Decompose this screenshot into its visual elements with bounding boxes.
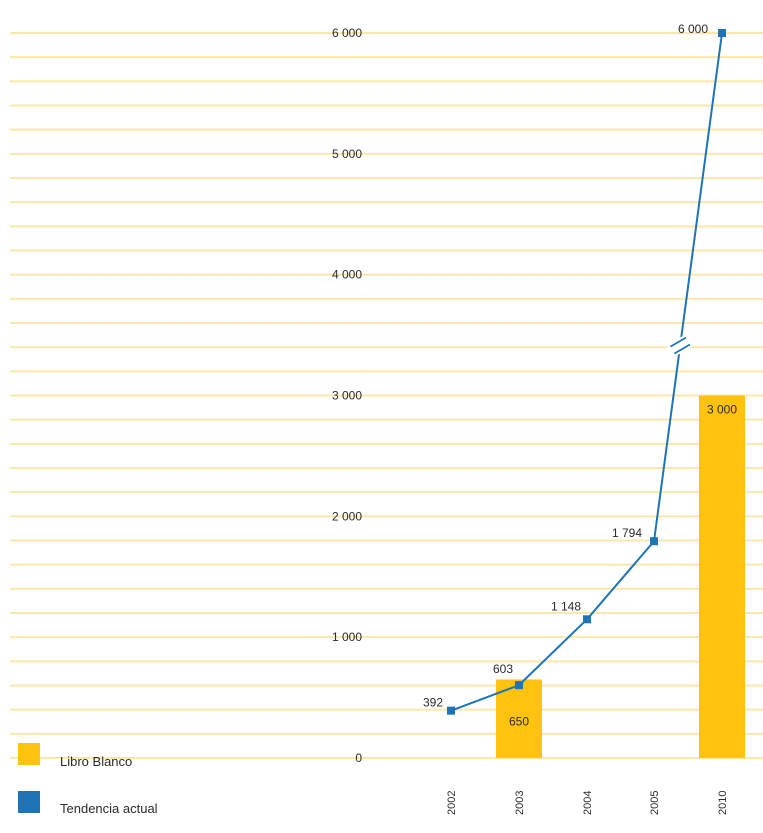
x-tick-label: 2010 — [717, 791, 729, 815]
bar-2010 — [699, 395, 745, 758]
y-tick-label: 1 000 — [332, 630, 362, 644]
y-tick-label: 3 000 — [332, 389, 362, 403]
legend-swatch-libro-blanco — [18, 743, 40, 765]
grid-lines — [10, 32, 763, 759]
trend-value-label: 6 000 — [678, 22, 708, 36]
data-labels: 650 3 000 392 603 1 148 1 794 6 000 — [423, 22, 737, 728]
x-tick-label: 2005 — [649, 791, 661, 815]
legend-swatch-tendencia-actual — [18, 791, 40, 813]
bar-value-label: 650 — [509, 714, 529, 728]
legend-label-libro-blanco: Libro Blanco — [60, 754, 132, 769]
trend-value-label: 392 — [423, 696, 443, 710]
trend-point-2002 — [447, 706, 455, 715]
trend-value-label: 1 148 — [551, 599, 581, 613]
bar-value-label: 3 000 — [707, 403, 737, 417]
trend-point-2005 — [650, 537, 658, 546]
y-tick-label: 4 000 — [332, 268, 362, 282]
bar-series — [496, 395, 745, 758]
axis-break-gap — [666, 333, 695, 358]
legend-label-tendencia-actual: Tendencia actual — [60, 801, 158, 816]
y-tick-label: 6 000 — [332, 26, 362, 40]
legend: Libro Blanco Tendencia actual — [18, 743, 158, 816]
axis-break-mark — [673, 343, 691, 355]
trend-point-2003 — [515, 681, 523, 690]
line-series — [447, 29, 726, 715]
x-tick-label: 2003 — [514, 791, 526, 815]
y-axis-ticks: 0 1 000 2 000 3 000 4 000 5 000 6 000 — [332, 26, 362, 765]
trend-value-label: 1 794 — [612, 526, 642, 540]
x-tick-label: 2002 — [446, 791, 458, 815]
x-axis-ticks: 2002 2003 2004 2005 2010 — [446, 791, 729, 815]
y-tick-label: 0 — [355, 751, 362, 765]
x-tick-label: 2004 — [582, 791, 594, 815]
bar-2003 — [496, 679, 542, 758]
trend-point-2004 — [583, 615, 591, 624]
y-tick-label: 5 000 — [332, 147, 362, 161]
y-tick-label: 2 000 — [332, 509, 362, 523]
trend-value-label: 603 — [493, 662, 513, 676]
axis-break-mark — [669, 336, 687, 348]
trend-point-2010 — [718, 29, 726, 37]
